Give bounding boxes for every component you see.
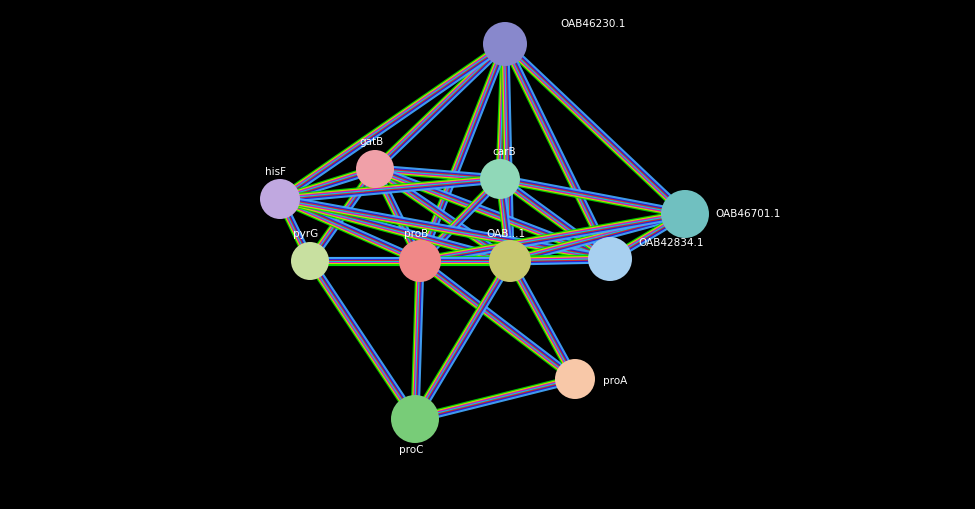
Circle shape bbox=[555, 359, 595, 399]
Circle shape bbox=[399, 240, 441, 282]
Circle shape bbox=[356, 150, 394, 188]
Text: proA: proA bbox=[603, 376, 627, 386]
Circle shape bbox=[489, 240, 531, 282]
Circle shape bbox=[291, 242, 329, 280]
Text: OAB42834.1: OAB42834.1 bbox=[638, 238, 704, 248]
Text: proC: proC bbox=[399, 445, 423, 455]
Text: OAB46230.1: OAB46230.1 bbox=[560, 19, 625, 29]
Text: OAB46701.1: OAB46701.1 bbox=[715, 209, 780, 219]
Text: proB: proB bbox=[404, 229, 428, 239]
Circle shape bbox=[588, 237, 632, 281]
Circle shape bbox=[661, 190, 709, 238]
Circle shape bbox=[483, 22, 527, 66]
Text: OAB...1: OAB...1 bbox=[487, 229, 526, 239]
Circle shape bbox=[391, 395, 439, 443]
Text: hisF: hisF bbox=[265, 167, 287, 177]
Circle shape bbox=[480, 159, 520, 199]
Circle shape bbox=[260, 179, 300, 219]
Text: pyrG: pyrG bbox=[293, 229, 319, 239]
Text: carB: carB bbox=[492, 147, 516, 157]
Text: gatB: gatB bbox=[359, 137, 383, 147]
